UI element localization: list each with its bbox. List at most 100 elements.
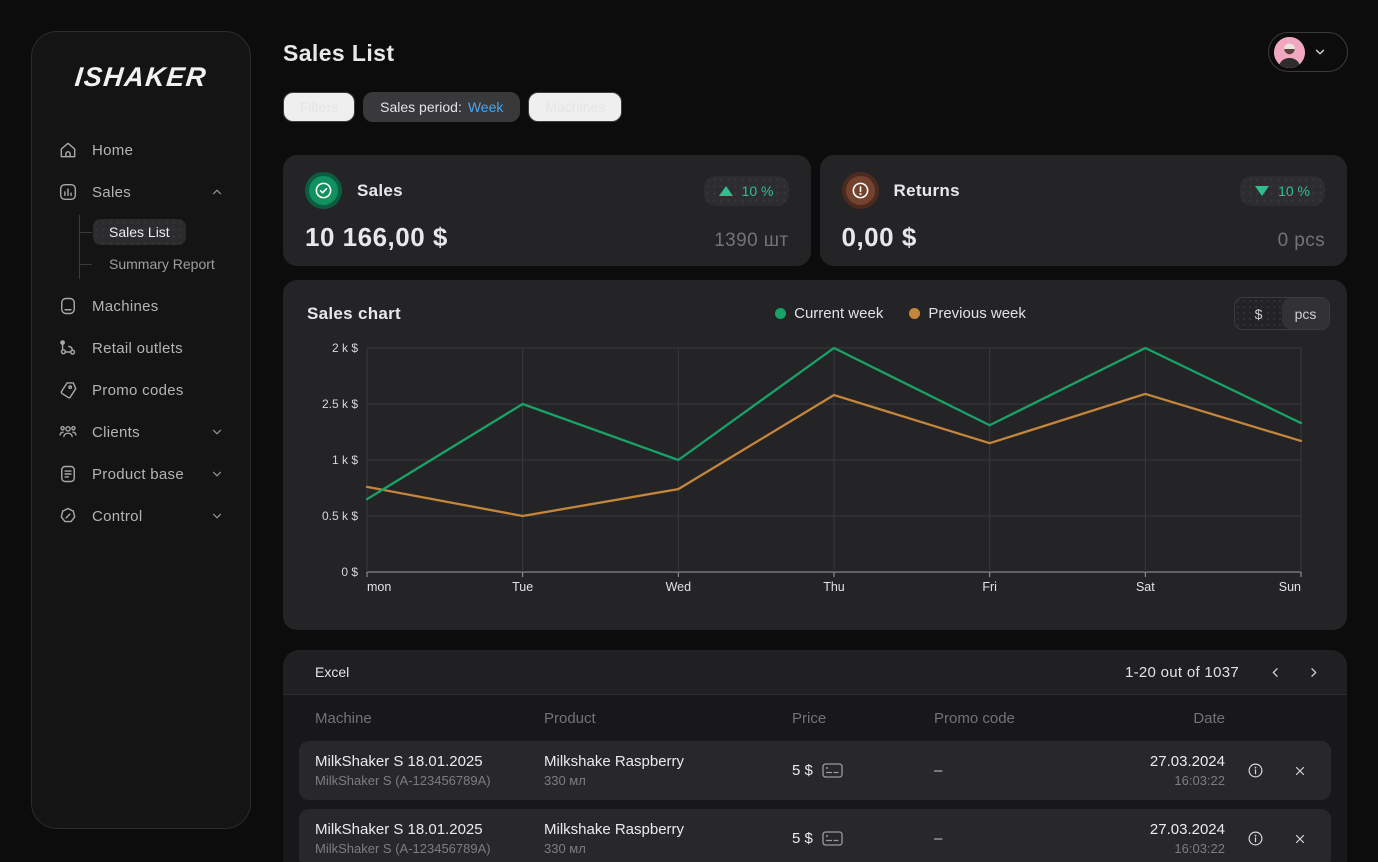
table-toolbar: Excel 1-20 out of 1037 <box>283 650 1347 695</box>
returns-card-label: Returns <box>893 180 960 200</box>
legend-current-week: Current week <box>775 305 883 322</box>
sidebar-item-label: Control <box>92 507 143 525</box>
column-header-promo: Promo code <box>934 709 1015 727</box>
control-icon <box>60 507 76 523</box>
row-delete-button[interactable] <box>1286 757 1314 785</box>
sales-trend-value: 10 % <box>741 182 774 199</box>
sidebar-item-label: Retail outlets <box>92 339 183 357</box>
close-icon <box>1296 766 1305 775</box>
filters-label: Filters <box>300 99 339 115</box>
svg-text:Fri: Fri <box>982 580 997 594</box>
machines-filter-label: Machines <box>545 99 606 115</box>
returns-total-value: 0,00 $ <box>841 222 917 252</box>
sidebar-item-clients[interactable]: Clients <box>46 411 236 453</box>
column-header-machine: Machine <box>315 709 372 727</box>
product-volume: 330 мл <box>544 841 586 856</box>
avatar <box>1274 36 1305 68</box>
sidebar-item-control[interactable]: Control <box>46 495 236 537</box>
tree-branch <box>79 215 93 249</box>
sales-subtree: Sales List Summary Report <box>79 215 236 279</box>
row-info-button[interactable] <box>1242 757 1270 785</box>
sidebar-subitem-sales-list[interactable]: Sales List <box>93 219 186 245</box>
legend-dot-previous <box>909 308 921 319</box>
table-row[interactable]: MilkShaker S 18.01.2025 MilkShaker S (A-… <box>299 741 1331 800</box>
machines-icon <box>61 297 75 315</box>
sidebar-item-promo-codes[interactable]: Promo codes <box>46 369 236 411</box>
column-header-date: Date <box>1193 709 1225 727</box>
excel-export-button[interactable]: Excel <box>315 664 350 680</box>
clients-icon <box>59 425 77 438</box>
sales-card-label: Sales <box>357 180 403 200</box>
promo-code-value: – <box>934 762 943 779</box>
exclamation-circle-icon <box>841 172 879 209</box>
brand-logo: ISHAKER <box>73 62 209 92</box>
sales-period-label: Sales period: <box>380 99 462 115</box>
sidebar-item-label: Clients <box>92 423 140 441</box>
machine-serial: MilkShaker S (A-123456789A) <box>315 773 491 788</box>
sidebar-item-label: Machines <box>92 297 159 315</box>
machines-filter-button[interactable]: Machines <box>528 92 623 122</box>
promo-code-value: – <box>934 830 943 847</box>
filters-button[interactable]: Filters <box>283 92 356 122</box>
sales-chart-svg: 0 $ 0.5 k $ 1 k $ 2.5 k $ 2 k $ mon Tue Wed Thu F… <box>322 341 1303 594</box>
machine-name: MilkShaker S 18.01.2025 <box>315 753 483 770</box>
sidebar-subitem-summary-report[interactable]: Summary Report <box>109 256 215 272</box>
column-header-price: Price <box>792 709 827 727</box>
svg-text:mon: mon <box>367 580 391 594</box>
price-value: 5 $ <box>792 762 813 779</box>
table-row[interactable]: MilkShaker S 18.01.2025 MilkShaker S (A-… <box>299 809 1331 862</box>
product-name: Milkshake Raspberry <box>544 753 685 770</box>
user-menu[interactable] <box>1268 32 1348 72</box>
machine-serial: MilkShaker S (A-123456789A) <box>315 841 491 856</box>
unit-toggle-dollar[interactable]: $ <box>1235 298 1282 329</box>
row-delete-button[interactable] <box>1286 825 1314 853</box>
svg-text:Sun: Sun <box>1279 580 1301 594</box>
pagination-next-button[interactable] <box>1299 658 1327 686</box>
svg-text:1 k $: 1 k $ <box>332 453 358 467</box>
sidebar-item-home[interactable]: Home <box>46 129 236 171</box>
product-volume: 330 мл <box>544 773 586 788</box>
sidebar-item-machines[interactable]: Machines <box>46 285 236 327</box>
svg-text:2.5 k $: 2.5 k $ <box>322 397 358 411</box>
sidebar-item-retail-outlets[interactable]: Retail outlets <box>46 327 236 369</box>
product-base-icon <box>61 465 75 483</box>
chevron-right-icon <box>1310 667 1317 677</box>
sales-icon <box>59 183 77 201</box>
unit-toggle-pcs[interactable]: pcs <box>1282 298 1329 329</box>
pagination-range: 1-20 out of 1037 <box>1124 663 1239 681</box>
svg-text:Sat: Sat <box>1136 580 1155 594</box>
pagination-prev-button[interactable] <box>1261 658 1289 686</box>
chevron-down-icon <box>212 471 222 477</box>
legend-label-previous: Previous week <box>928 305 1026 322</box>
retail-outlets-icon <box>60 340 76 355</box>
column-header-product: Product <box>544 709 596 727</box>
returns-stat-card: Returns 10 % 0,00 $ 0 pcs <box>819 155 1347 266</box>
sales-table-card: Excel 1-20 out of 1037 Machine Product P… <box>283 650 1347 862</box>
sales-chart-card: Sales chart Current week Previous week $… <box>283 280 1347 630</box>
legend-previous-week: Previous week <box>909 305 1026 322</box>
info-icon <box>1248 831 1263 846</box>
sidebar-item-label: Sales <box>92 183 132 201</box>
chevron-left-icon <box>1271 667 1278 677</box>
sidebar-item-label: Promo codes <box>92 381 184 399</box>
sale-date: 27.03.2024 <box>1149 821 1225 838</box>
sidebar-item-label: Product base <box>92 465 184 483</box>
returns-units-value: 0 pcs <box>1277 230 1325 251</box>
info-icon <box>1248 763 1263 778</box>
page-title: Sales List <box>283 40 395 66</box>
unit-toggle: $ pcs <box>1234 297 1330 330</box>
table-header-row: Machine Product Price Promo code Date <box>299 695 1331 741</box>
sidebar-item-product-base[interactable]: Product base <box>46 453 236 495</box>
svg-text:0.5 k $: 0.5 k $ <box>322 509 358 523</box>
row-info-button[interactable] <box>1242 825 1270 853</box>
sales-trend-badge: 10 % <box>703 175 789 206</box>
sales-units-value: 1390 шт <box>714 230 789 251</box>
sidebar-item-sales[interactable]: Sales <box>46 171 236 213</box>
chart-legend: Current week Previous week <box>567 305 1234 322</box>
sidebar: ISHAKER Home Sales Sales List Summary Re… <box>31 31 251 829</box>
machine-name: MilkShaker S 18.01.2025 <box>315 821 483 838</box>
returns-trend-value: 10 % <box>1278 182 1310 199</box>
sales-period-chip[interactable]: Sales period: Week <box>363 92 521 122</box>
sale-date: 27.03.2024 <box>1149 753 1225 770</box>
chevron-up-icon <box>212 189 222 195</box>
